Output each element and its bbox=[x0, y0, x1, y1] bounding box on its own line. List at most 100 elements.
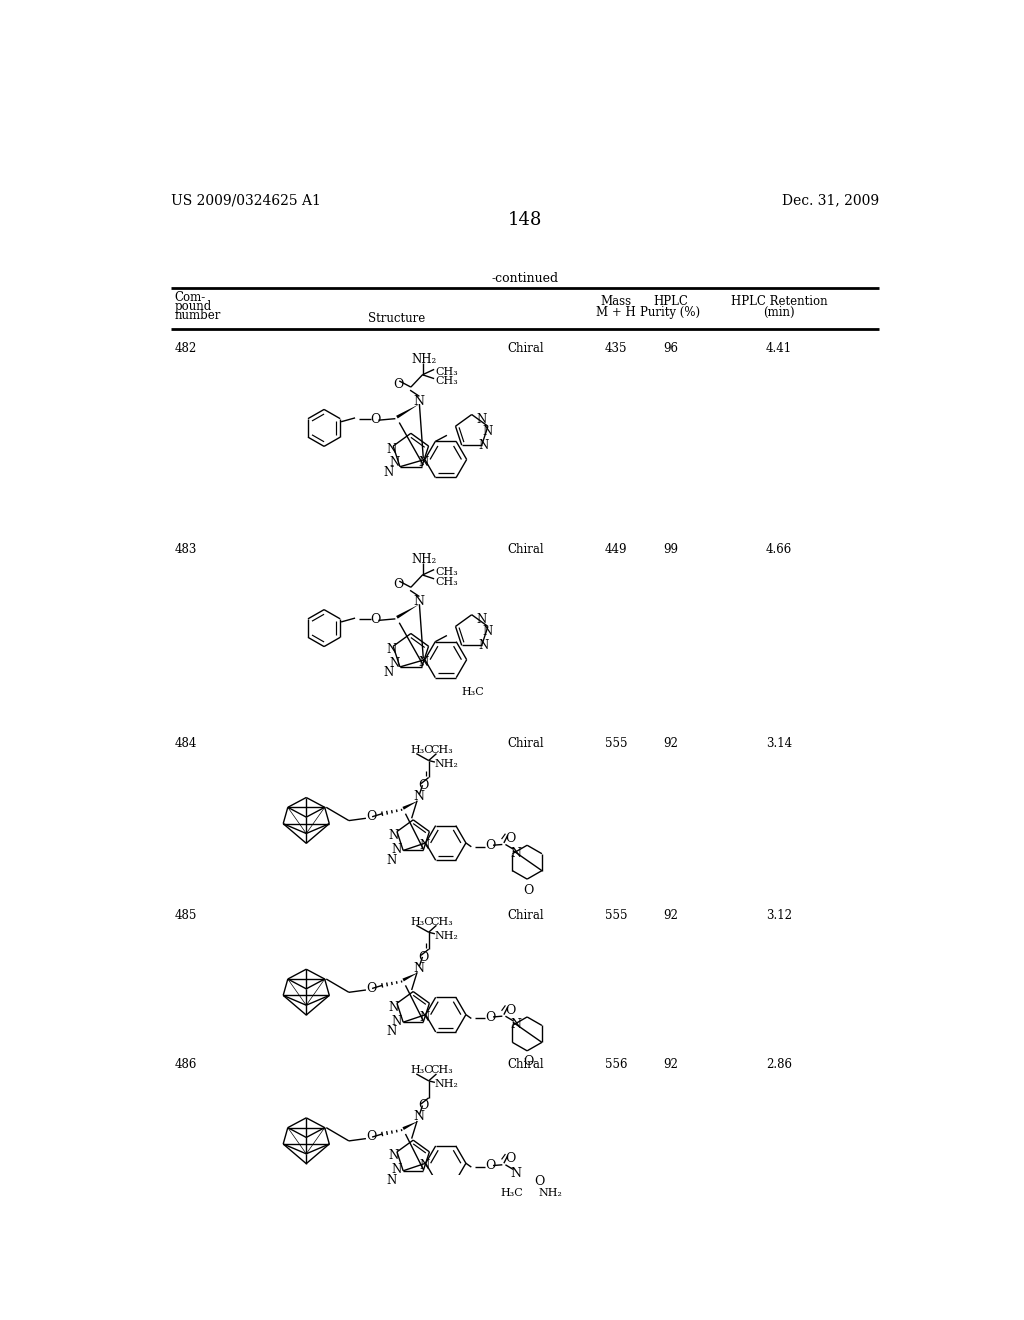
Text: O: O bbox=[485, 1159, 496, 1172]
Text: O: O bbox=[506, 1003, 516, 1016]
Text: O: O bbox=[506, 832, 516, 845]
Text: 92: 92 bbox=[664, 909, 678, 923]
Text: M + H: M + H bbox=[596, 306, 636, 319]
Text: 482: 482 bbox=[174, 342, 197, 355]
Text: H₃C: H₃C bbox=[411, 744, 433, 755]
Text: O: O bbox=[393, 378, 403, 391]
Text: CH₃: CH₃ bbox=[435, 376, 458, 387]
Text: Structure: Structure bbox=[369, 313, 426, 326]
Text: N: N bbox=[386, 442, 396, 455]
Text: N: N bbox=[414, 961, 424, 974]
Text: H₃C: H₃C bbox=[500, 1188, 522, 1197]
Polygon shape bbox=[402, 1121, 419, 1130]
Text: Chiral: Chiral bbox=[508, 1057, 545, 1071]
Text: 555: 555 bbox=[605, 738, 628, 751]
Text: CH₃: CH₃ bbox=[430, 917, 453, 927]
Text: N: N bbox=[476, 614, 486, 626]
Polygon shape bbox=[396, 605, 420, 619]
Text: 96: 96 bbox=[663, 342, 678, 355]
Text: N: N bbox=[419, 656, 429, 669]
Text: N: N bbox=[391, 1015, 401, 1028]
Text: Mass: Mass bbox=[601, 296, 632, 309]
Text: HPLC Retention: HPLC Retention bbox=[731, 296, 827, 309]
Text: NH₂: NH₂ bbox=[435, 759, 459, 770]
Text: pound: pound bbox=[174, 300, 212, 313]
Text: Chiral: Chiral bbox=[508, 738, 545, 751]
Text: O: O bbox=[523, 1056, 534, 1068]
Polygon shape bbox=[396, 404, 420, 418]
Text: CH₃: CH₃ bbox=[430, 1065, 453, 1076]
Text: N: N bbox=[478, 639, 488, 652]
Text: N: N bbox=[420, 840, 430, 853]
Text: HPLC: HPLC bbox=[653, 296, 688, 309]
Text: O: O bbox=[366, 810, 376, 822]
Text: N: N bbox=[414, 1110, 424, 1123]
Text: H₃C: H₃C bbox=[411, 1065, 433, 1076]
Text: O: O bbox=[366, 982, 376, 994]
Text: 435: 435 bbox=[605, 342, 628, 355]
Text: N: N bbox=[420, 1159, 430, 1172]
Text: number: number bbox=[174, 309, 221, 322]
Text: 485: 485 bbox=[174, 909, 197, 923]
Polygon shape bbox=[402, 800, 419, 809]
Text: (min): (min) bbox=[763, 306, 795, 319]
Text: O: O bbox=[535, 1175, 545, 1188]
Text: Purity (%): Purity (%) bbox=[640, 306, 700, 319]
Text: N: N bbox=[478, 440, 488, 453]
Text: NH₂: NH₂ bbox=[412, 354, 436, 366]
Text: 3.14: 3.14 bbox=[766, 738, 792, 751]
Text: CH₃: CH₃ bbox=[430, 744, 453, 755]
Text: O: O bbox=[418, 779, 428, 792]
Text: O: O bbox=[418, 950, 428, 964]
Text: O: O bbox=[485, 840, 496, 853]
Text: CH₃: CH₃ bbox=[435, 577, 458, 586]
Text: NH₂: NH₂ bbox=[539, 1188, 562, 1197]
Text: N: N bbox=[386, 854, 396, 867]
Text: N: N bbox=[510, 1167, 521, 1180]
Text: O: O bbox=[418, 1100, 428, 1113]
Text: N: N bbox=[389, 656, 399, 669]
Text: 484: 484 bbox=[174, 738, 197, 751]
Text: N: N bbox=[482, 425, 493, 438]
Text: 148: 148 bbox=[508, 211, 542, 228]
Text: -continued: -continued bbox=[492, 272, 558, 285]
Text: N: N bbox=[386, 643, 396, 656]
Text: Chiral: Chiral bbox=[508, 544, 545, 557]
Text: Chiral: Chiral bbox=[508, 342, 545, 355]
Text: NH₂: NH₂ bbox=[435, 931, 459, 941]
Text: NH₂: NH₂ bbox=[435, 1080, 459, 1089]
Text: 4.66: 4.66 bbox=[766, 544, 793, 557]
Polygon shape bbox=[402, 973, 419, 981]
Text: 556: 556 bbox=[605, 1057, 628, 1071]
Text: N: N bbox=[388, 829, 398, 842]
Text: O: O bbox=[366, 1130, 376, 1143]
Text: N: N bbox=[391, 843, 401, 855]
Text: O: O bbox=[523, 884, 534, 896]
Text: 2.86: 2.86 bbox=[766, 1057, 792, 1071]
Text: 99: 99 bbox=[663, 544, 678, 557]
Text: 555: 555 bbox=[605, 909, 628, 923]
Text: N: N bbox=[420, 1011, 430, 1024]
Text: N: N bbox=[389, 457, 399, 470]
Text: N: N bbox=[384, 665, 394, 678]
Text: N: N bbox=[510, 847, 521, 859]
Text: NH₂: NH₂ bbox=[412, 553, 436, 566]
Text: H₃C: H₃C bbox=[411, 917, 433, 927]
Text: N: N bbox=[384, 466, 394, 479]
Text: O: O bbox=[506, 1152, 516, 1166]
Text: N: N bbox=[476, 413, 486, 426]
Text: CH₃: CH₃ bbox=[435, 367, 458, 378]
Text: 449: 449 bbox=[605, 544, 628, 557]
Text: N: N bbox=[510, 1019, 521, 1031]
Text: N: N bbox=[388, 1001, 398, 1014]
Text: 92: 92 bbox=[664, 1057, 678, 1071]
Text: N: N bbox=[386, 1173, 396, 1187]
Text: N: N bbox=[414, 595, 424, 609]
Text: N: N bbox=[391, 1163, 401, 1176]
Text: N: N bbox=[414, 789, 424, 803]
Text: US 2009/0324625 A1: US 2009/0324625 A1 bbox=[171, 193, 321, 207]
Text: N: N bbox=[414, 395, 424, 408]
Text: Com-: Com- bbox=[174, 290, 206, 304]
Text: 3.12: 3.12 bbox=[766, 909, 792, 923]
Text: O: O bbox=[371, 413, 381, 426]
